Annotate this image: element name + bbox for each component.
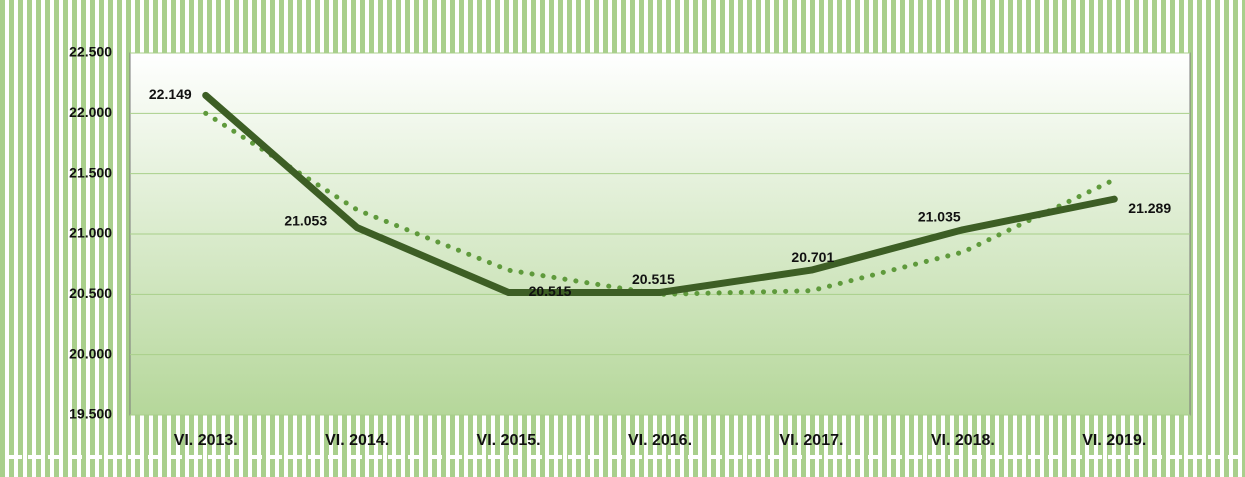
y-tick-label: 21.500 (69, 164, 112, 180)
y-tick-label: 19.500 (69, 406, 112, 422)
data-label: 20.701 (791, 249, 834, 265)
x-tick-label: VI. 2018. (931, 432, 995, 449)
data-label: 22.149 (149, 86, 192, 102)
data-label: 21.035 (918, 208, 961, 224)
y-tick-label: 20.500 (69, 285, 112, 301)
data-label: 20.515 (529, 283, 572, 299)
data-label: 21.053 (284, 212, 327, 228)
x-tick-label: VI. 2013. (174, 432, 238, 449)
y-tick-label: 20.000 (69, 345, 112, 361)
x-tick-label: VI. 2014. (325, 432, 389, 449)
data-line (202, 91, 1118, 297)
x-tick-label: VI. 2015. (477, 432, 541, 449)
x-tick-label: VI. 2016. (628, 432, 692, 449)
x-tick-label: VI. 2017. (779, 432, 843, 449)
data-label: 20.515 (632, 271, 675, 287)
trend-line (203, 110, 1117, 297)
x-tick-label: VI. 2019. (1082, 432, 1146, 449)
y-tick-label: 22.000 (69, 104, 112, 120)
y-tick-label: 22.500 (69, 44, 112, 60)
y-tick-label: 21.000 (69, 225, 112, 241)
data-label: 21.289 (1128, 200, 1171, 216)
